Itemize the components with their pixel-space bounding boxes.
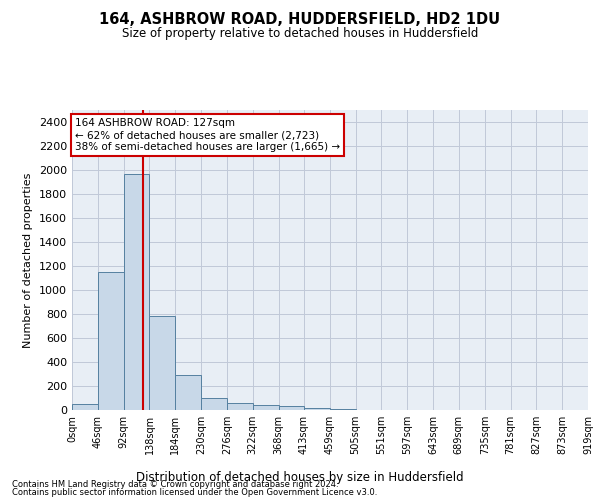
- Bar: [149, 316, 175, 410]
- Bar: [253, 405, 278, 410]
- Bar: [124, 174, 149, 410]
- Y-axis label: Number of detached properties: Number of detached properties: [23, 172, 34, 348]
- Bar: [98, 272, 124, 410]
- Bar: [201, 398, 227, 410]
- Text: Contains public sector information licensed under the Open Government Licence v3: Contains public sector information licen…: [12, 488, 377, 497]
- Bar: [304, 408, 330, 410]
- Text: Contains HM Land Registry data © Crown copyright and database right 2024.: Contains HM Land Registry data © Crown c…: [12, 480, 338, 489]
- Text: Size of property relative to detached houses in Huddersfield: Size of property relative to detached ho…: [122, 28, 478, 40]
- Bar: [175, 375, 201, 410]
- Text: 164 ASHBROW ROAD: 127sqm
← 62% of detached houses are smaller (2,723)
38% of sem: 164 ASHBROW ROAD: 127sqm ← 62% of detach…: [75, 118, 340, 152]
- Bar: [72, 404, 98, 410]
- Bar: [278, 406, 304, 410]
- Text: Distribution of detached houses by size in Huddersfield: Distribution of detached houses by size …: [136, 471, 464, 484]
- Bar: [227, 404, 253, 410]
- Text: 164, ASHBROW ROAD, HUDDERSFIELD, HD2 1DU: 164, ASHBROW ROAD, HUDDERSFIELD, HD2 1DU: [100, 12, 500, 28]
